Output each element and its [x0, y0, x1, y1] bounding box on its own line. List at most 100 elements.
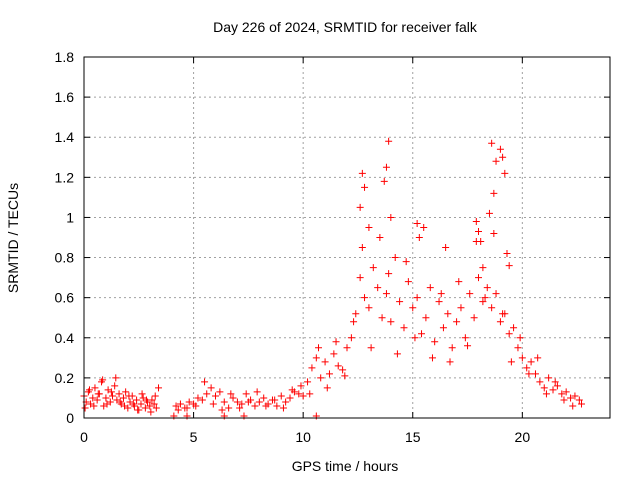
data-point — [201, 378, 209, 386]
data-point — [198, 396, 206, 404]
data-point — [422, 314, 430, 322]
data-point — [325, 370, 333, 378]
data-point — [225, 404, 233, 412]
data-point — [295, 390, 303, 398]
y-tick-label: 1 — [66, 209, 74, 225]
data-point — [400, 324, 408, 332]
data-point — [306, 390, 314, 398]
data-point — [485, 209, 493, 217]
data-point — [380, 177, 388, 185]
data-point — [111, 382, 119, 390]
data-point — [142, 396, 150, 404]
data-point — [510, 324, 518, 332]
data-point — [492, 290, 500, 298]
data-point — [271, 396, 279, 404]
data-point — [343, 344, 351, 352]
x-tick-label: 5 — [190, 429, 198, 445]
data-point — [93, 396, 101, 404]
data-point — [112, 374, 120, 382]
data-point — [308, 364, 316, 372]
data-point — [150, 400, 158, 408]
data-point — [356, 203, 364, 211]
x-tick-label: 10 — [295, 429, 311, 445]
data-point — [413, 294, 421, 302]
data-point — [137, 400, 145, 408]
x-tick-label: 15 — [405, 429, 421, 445]
data-point — [286, 394, 294, 402]
data-point — [428, 354, 436, 362]
data-point — [479, 298, 487, 306]
data-point — [262, 402, 270, 410]
data-point — [567, 394, 575, 402]
data-point — [488, 139, 496, 147]
data-point — [439, 324, 447, 332]
data-point — [446, 358, 454, 366]
data-point — [332, 338, 340, 346]
data-point — [94, 390, 102, 398]
data-point — [273, 402, 281, 410]
data-point — [122, 388, 130, 396]
data-point — [107, 388, 115, 396]
data-point — [229, 394, 237, 402]
data-point — [475, 274, 482, 282]
y-tick-label: 1.4 — [55, 129, 75, 145]
y-tick-label: 1.8 — [55, 49, 75, 65]
data-point — [531, 370, 539, 378]
data-point — [488, 304, 496, 312]
data-point — [358, 169, 366, 177]
data-point — [369, 264, 377, 272]
data-point — [551, 378, 559, 386]
data-point — [571, 392, 579, 400]
data-point — [516, 334, 524, 342]
data-point — [288, 386, 296, 394]
data-point — [562, 388, 570, 396]
data-point — [138, 390, 146, 398]
data-point — [176, 400, 184, 408]
data-point — [312, 354, 320, 362]
data-point — [448, 344, 456, 352]
data-point — [382, 290, 390, 298]
data-point — [347, 334, 355, 342]
data-point — [490, 229, 498, 237]
data-point — [102, 394, 110, 402]
y-tick-label: 0.2 — [55, 370, 75, 386]
data-point — [536, 378, 544, 386]
data-point — [413, 219, 421, 227]
data-point — [277, 392, 285, 400]
data-point — [125, 392, 133, 400]
data-point — [115, 390, 123, 398]
data-point — [365, 223, 373, 231]
data-point — [341, 372, 349, 380]
y-tick-label: 0.6 — [55, 290, 75, 306]
data-point — [542, 390, 550, 398]
data-point — [242, 390, 250, 398]
data-point — [477, 238, 485, 246]
data-point — [352, 310, 360, 318]
data-point — [569, 402, 577, 410]
data-point — [479, 264, 487, 272]
data-point — [404, 278, 412, 286]
ticks: 0 0.2 0.4 0.6 0.8 1 1.2 1.4 1.6 1.8 0 5 10 15 20 — [55, 49, 610, 445]
data-point — [152, 404, 160, 412]
data-point — [387, 318, 395, 326]
data-point — [466, 290, 474, 298]
data-point — [339, 366, 347, 374]
y-tick-label: 1.6 — [55, 89, 75, 105]
data-point — [499, 310, 507, 318]
data-point — [251, 402, 259, 410]
data-point — [575, 396, 583, 404]
data-point — [174, 406, 182, 414]
data-point — [393, 350, 401, 358]
data-point — [227, 390, 235, 398]
data-point — [367, 344, 375, 352]
data-point — [437, 290, 445, 298]
data-point — [119, 394, 127, 402]
data-point — [155, 384, 163, 392]
data-point — [279, 404, 287, 412]
data-point — [253, 388, 261, 396]
data-point — [483, 284, 491, 292]
data-point — [203, 390, 211, 398]
data-point — [444, 310, 452, 318]
data-point — [141, 404, 149, 412]
